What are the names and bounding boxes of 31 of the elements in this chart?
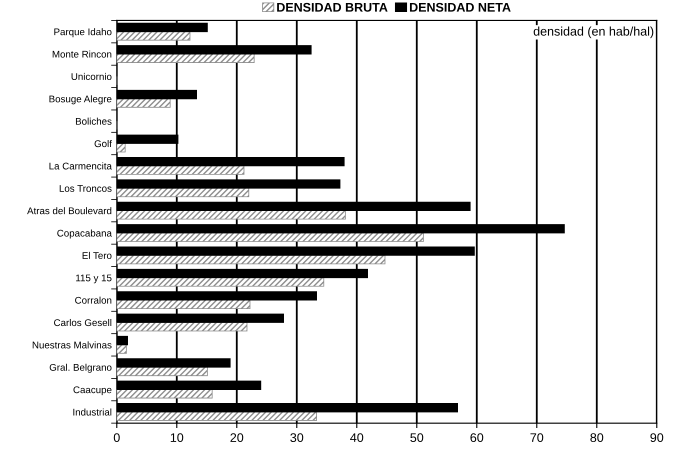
x-tick-label: 30 [290, 433, 304, 442]
y-tick-label: Nuestras Malvinas [32, 341, 112, 348]
y-tick-label: Corralon [75, 296, 112, 304]
y-tick-label: Copacabana [57, 229, 112, 239]
x-tick-label: 40 [350, 433, 364, 442]
x-tick-label: 50 [410, 433, 424, 442]
y-tick-label: 115 y 15 [76, 274, 112, 284]
x-tick-label: 0 [114, 433, 120, 442]
x-tick-label: 60 [470, 433, 484, 442]
y-tick-label: Carlos Gesell [54, 318, 112, 326]
x-tick-label: 10 [170, 433, 184, 442]
x-tick-label: 70 [530, 433, 544, 442]
annotation: densidad (en hab/hal) [534, 26, 654, 38]
legend-label: DENSIDAD NETA [410, 2, 511, 12]
y-tick-label: El Tero [82, 252, 112, 259]
y-tick-label: Golf [94, 140, 112, 148]
y-tick-label: Monte Rincon [52, 50, 112, 58]
y-tick-label: Caacupe [73, 386, 112, 396]
y-tick-label: Unicornio [72, 72, 112, 80]
y-tick-label: Atras del Boulevard [27, 207, 112, 214]
y-tick-label: Industrial [73, 408, 112, 416]
y-tick-label: Boliches [76, 118, 112, 125]
y-tick-label: Parque Idaho [54, 28, 112, 38]
y-tick-label: Los Troncos [60, 185, 112, 192]
x-tick-label: 80 [590, 433, 604, 442]
x-tick-label: 20 [230, 433, 244, 442]
x-tick-label: 90 [650, 433, 664, 442]
y-tick-label: Gral. Belgrano [50, 364, 112, 373]
legend-label: DENSIDAD BRUTA [277, 2, 388, 12]
y-tick-label: La Carmencita [49, 162, 112, 170]
y-tick-label: Bosuge Alegre [49, 95, 112, 104]
